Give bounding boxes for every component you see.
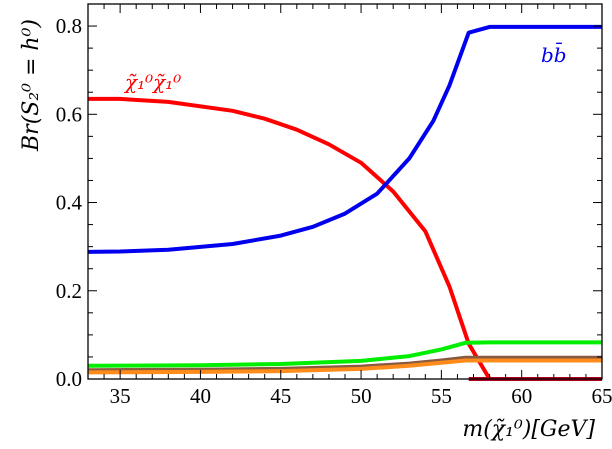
plot-frame [87,3,603,380]
y-tick-label: 0.0 [56,367,82,391]
x-tick-label: 35 [110,384,131,408]
y-tick-label: 0.8 [56,14,82,38]
series-line-1 [87,24,602,254]
x-tick-label: 50 [351,384,372,408]
y-tick-label: 0.4 [56,191,83,215]
series-line-3 [87,355,602,373]
labels-layer: 35 40 45 50 55 60 65 0.0 0.2 0.4 0.6 0.8 [56,14,612,408]
x-tick-label: 45 [270,384,291,408]
y-tick-label: 0.6 [56,102,82,126]
x-axis-title: m(χ̃₁⁰)[GeV] [462,417,595,442]
y-axis-title: Br(S₂⁰ = h⁰) [19,19,44,152]
ticks-layer [87,3,603,380]
series-label-bbbar: bb̄ [541,42,567,67]
x-tick-label: 55 [431,384,452,408]
series-line-0 [88,96,602,381]
x-tick-label: 60 [511,384,532,408]
x-tick-label: 65 [592,384,612,408]
x-tick-label: 40 [190,384,211,408]
y-tick-label: 0.2 [56,279,82,303]
series-line-4 [87,358,602,375]
series-label-neutralino-pair: χ̃₁⁰χ̃₁⁰ [123,70,181,94]
series-line-2 [87,340,602,368]
